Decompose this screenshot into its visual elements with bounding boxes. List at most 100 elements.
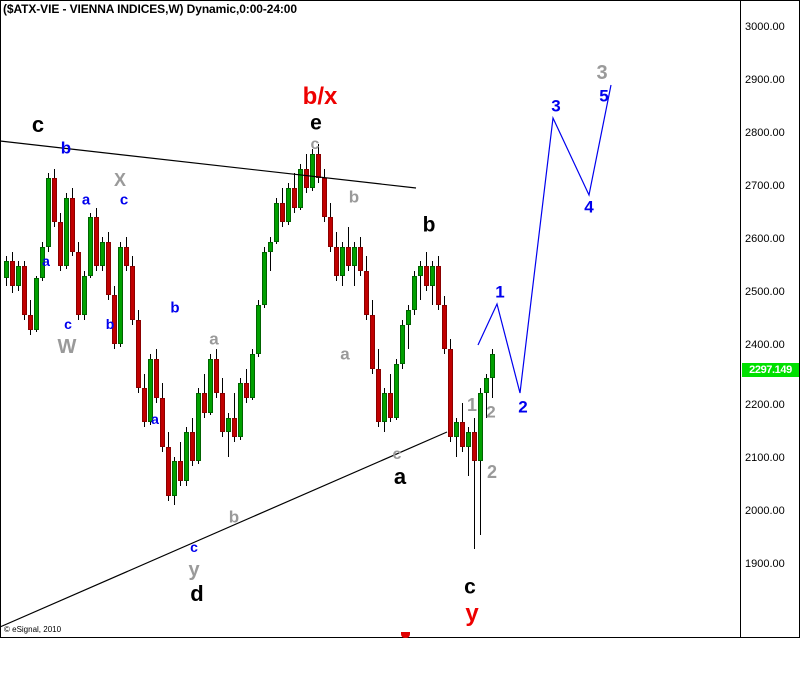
proj-label-1: 1 (495, 282, 505, 302)
price-axis-tick: 2100.00 (745, 452, 785, 464)
candle-body (490, 354, 495, 379)
candlestick (130, 256, 135, 325)
candlestick (376, 349, 381, 428)
candlestick (172, 456, 177, 506)
wave-label-b-6: b (422, 213, 436, 237)
candlestick (226, 412, 231, 457)
candlestick (340, 241, 345, 286)
candle-body (466, 432, 471, 447)
candle-body (208, 358, 213, 413)
candle-body (22, 266, 27, 315)
candle-body (160, 398, 165, 447)
price-axis-tick: 2400.00 (745, 339, 785, 351)
proj-label-2: 2 (518, 397, 528, 417)
candlestick (334, 232, 339, 281)
candle-body (268, 241, 273, 252)
candle-body (478, 393, 483, 462)
candle-wick (270, 236, 271, 272)
candlestick (232, 393, 237, 442)
wave-label-2-gray-b: 2 (486, 402, 496, 422)
candle-body (334, 246, 339, 276)
candlestick (478, 388, 483, 535)
candle-body (352, 246, 357, 267)
candlestick (400, 319, 405, 369)
candle-body (166, 446, 171, 496)
candle-body (346, 246, 351, 267)
price-axis-tick: 2500.00 (745, 286, 785, 298)
wave-label-y-red: y (465, 600, 479, 627)
candle-body (142, 388, 147, 423)
candlestick (238, 378, 243, 440)
candle-body (460, 422, 465, 447)
candlestick (472, 417, 477, 550)
candlestick (16, 261, 21, 291)
candle-body (406, 310, 411, 325)
candlestick (442, 295, 447, 355)
candlestick (46, 173, 51, 252)
wave-label-a-3: a (151, 411, 159, 427)
wave-label-b-5: b (348, 187, 360, 207)
candlestick (100, 236, 105, 272)
candle-body (136, 319, 141, 389)
candlestick (310, 149, 315, 191)
candle-body (292, 188, 297, 208)
candlestick (220, 378, 225, 438)
wave-label-b-3: b (170, 299, 180, 317)
candle-body (244, 383, 249, 398)
candle-body (370, 315, 375, 369)
candle-body (196, 393, 201, 462)
candle-body (442, 305, 447, 350)
candlestick (118, 241, 123, 347)
candle-body (232, 417, 237, 438)
wave-label-b-1: b (60, 138, 72, 158)
candle-body (70, 197, 75, 252)
candle-wick (474, 417, 475, 550)
candlestick (490, 349, 495, 398)
candle-body (220, 393, 225, 433)
candle-body (310, 153, 315, 189)
candle-body (250, 354, 255, 398)
price-axis-tick: 2800.00 (745, 127, 785, 139)
candlestick (82, 271, 87, 320)
candlestick (454, 417, 459, 457)
candlestick (256, 300, 261, 357)
candle-body (130, 266, 135, 320)
wave-label-c-4: c (190, 539, 198, 555)
candlestick (40, 241, 45, 281)
time-axis[interactable]: Jan2014MarMayJulSepNovJan2015MarMayJulSe… (0, 639, 801, 679)
candlestick (328, 202, 333, 252)
candlestick (154, 349, 159, 403)
candle-body (64, 197, 69, 267)
candle-body (298, 168, 303, 208)
candlestick (370, 300, 375, 374)
candlestick (448, 339, 453, 442)
candle-body (106, 241, 111, 296)
candlestick (436, 256, 441, 311)
candlestick (292, 173, 297, 213)
proj-label-4: 4 (584, 197, 594, 217)
candle-body (304, 168, 309, 189)
wave-label-d-1: d (190, 581, 204, 606)
candle-body (202, 393, 207, 413)
candlestick (124, 236, 129, 272)
candlestick (208, 354, 213, 416)
candle-body (394, 363, 399, 418)
candle-body (88, 217, 93, 276)
candle-body (412, 275, 417, 311)
candlestick (166, 432, 171, 501)
candle-body (382, 393, 387, 423)
candlestick (214, 349, 219, 398)
wave-label-a-6: a (393, 464, 407, 489)
candlestick (424, 251, 429, 291)
candle-body (286, 188, 291, 223)
candle-body (40, 246, 45, 279)
candle-body (34, 278, 39, 330)
candle-body (124, 246, 129, 267)
candle-body (4, 261, 9, 279)
candle-body (94, 217, 99, 267)
candle-body (172, 461, 177, 496)
price-axis-divider (740, 0, 741, 638)
candle-body (472, 432, 477, 462)
candle-body (430, 266, 435, 286)
